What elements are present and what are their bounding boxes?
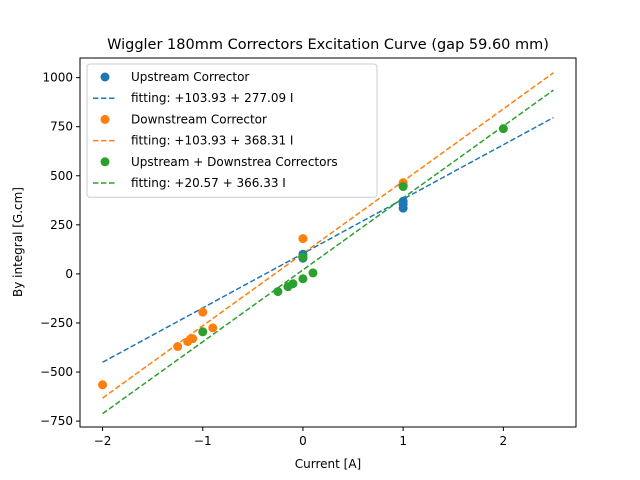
data-point-s2-p5 [208,323,218,333]
y-tick-label: 750 [50,120,73,134]
legend-box [86,63,378,198]
y-tick-label: −250 [40,316,73,330]
data-point-s4-p5 [298,252,308,262]
legend-label-3: fitting: +103.93 + 368.31 I [131,134,293,148]
fit-line-5 [102,89,554,415]
y-tick-label: 500 [50,169,73,183]
y-tick-label: −500 [40,365,73,379]
x-tick-label: −2 [94,434,112,448]
data-point-s2-p0 [98,380,108,390]
axes: −2 −1 0 1 2 −750 −500 −250 0 250 500 750 1000 [40,57,577,448]
y-tick-label: −750 [40,414,73,428]
legend-marker-2 [100,114,110,124]
legend-label-5: fitting: +20.57 + 366.33 I [131,176,286,190]
chart-title: Wiggler 180mm Correctors Excitation Curv… [107,37,549,53]
legend-marker-0 [100,72,110,82]
x-tick-label: −1 [194,434,212,448]
data-point-s4-p7 [398,182,408,192]
x-tick-label: 2 [500,434,508,448]
legend-label-4: Upstream + Downstrea Correctors [131,155,338,169]
data-point-s2-p4 [198,307,208,317]
x-axis-label: Current [A] [295,457,361,471]
legend-label-0: Upstream Corrector [131,70,249,84]
data-point-s4-p6 [308,268,318,278]
legend-label-1: fitting: +103.93 + 277.09 I [131,91,293,105]
legend-label-2: Downstream Corrector [131,112,267,126]
data-point-s4-p4 [298,274,308,284]
data-point-s4-p1 [273,287,283,297]
plot-frame [79,57,577,428]
legend-marker-4 [100,157,110,167]
data-point-s2-p6 [298,234,308,244]
x-tick-label: 0 [299,434,307,448]
data-point-s2-p3 [188,334,198,344]
data-point-s4-p3 [288,279,298,289]
plot-area [98,72,554,415]
y-tick-label: 0 [65,267,73,281]
y-tick-label: 250 [50,218,73,232]
data-point-s4-p8 [498,124,508,134]
legend: Upstream Corrector fitting: +103.93 + 277… [86,63,378,198]
fit-line-1 [102,116,554,363]
y-axis-label: By integral [G.cm] [11,187,25,297]
x-tick-label: 1 [399,434,407,448]
data-point-s2-p1 [173,342,183,352]
y-tick-label: 1000 [42,71,73,85]
data-point-s0-p4 [398,196,408,206]
data-point-s4-p0 [198,327,208,337]
